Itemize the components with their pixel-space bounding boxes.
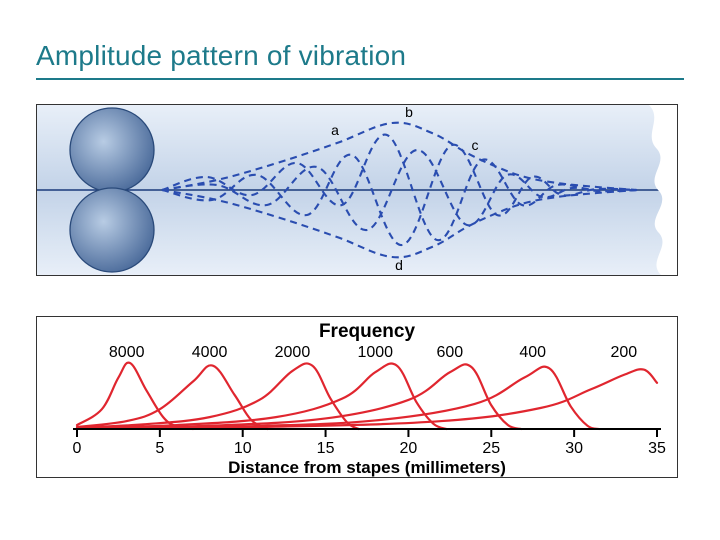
stapes-circle — [70, 108, 154, 192]
traveling-wave-diagram: a b c d — [37, 105, 677, 275]
freq-label-600: 600 — [437, 344, 464, 361]
x-tick-label: 15 — [317, 440, 335, 457]
freq-label-1000: 1000 — [357, 344, 393, 361]
freq-curve-4000 — [77, 365, 268, 429]
stapes-circle — [70, 188, 154, 272]
freq-label-8000: 8000 — [109, 344, 145, 361]
x-tick-label: 25 — [482, 440, 500, 457]
wave-label-a: a — [331, 122, 339, 138]
freq-label-2000: 2000 — [275, 344, 311, 361]
freq-label-200: 200 — [611, 344, 638, 361]
top-diagram-frame: a b c d — [36, 104, 678, 276]
bottom-chart-frame: Frequency8000400020001000600400200051015… — [36, 316, 678, 478]
title-rule — [36, 78, 684, 80]
chart-title: Frequency — [319, 321, 416, 342]
wave-label-c: c — [472, 137, 479, 153]
x-tick-label: 35 — [648, 440, 666, 457]
frequency-envelope-chart: Frequency8000400020001000600400200051015… — [37, 317, 677, 477]
slide-title: Amplitude pattern of vibration — [36, 40, 684, 72]
freq-label-400: 400 — [519, 344, 546, 361]
slide: Amplitude pattern of vibration a b c d Freq… — [0, 0, 720, 540]
x-tick-label: 5 — [155, 440, 164, 457]
x-axis-label: Distance from stapes (millimeters) — [228, 458, 506, 477]
freq-label-4000: 4000 — [192, 344, 228, 361]
wave-label-d: d — [395, 257, 403, 273]
x-tick-label: 10 — [234, 440, 252, 457]
x-tick-label: 0 — [73, 440, 82, 457]
x-tick-label: 30 — [565, 440, 583, 457]
freq-curve-400 — [77, 367, 599, 429]
wave-label-b: b — [405, 105, 413, 120]
x-tick-label: 20 — [400, 440, 418, 457]
